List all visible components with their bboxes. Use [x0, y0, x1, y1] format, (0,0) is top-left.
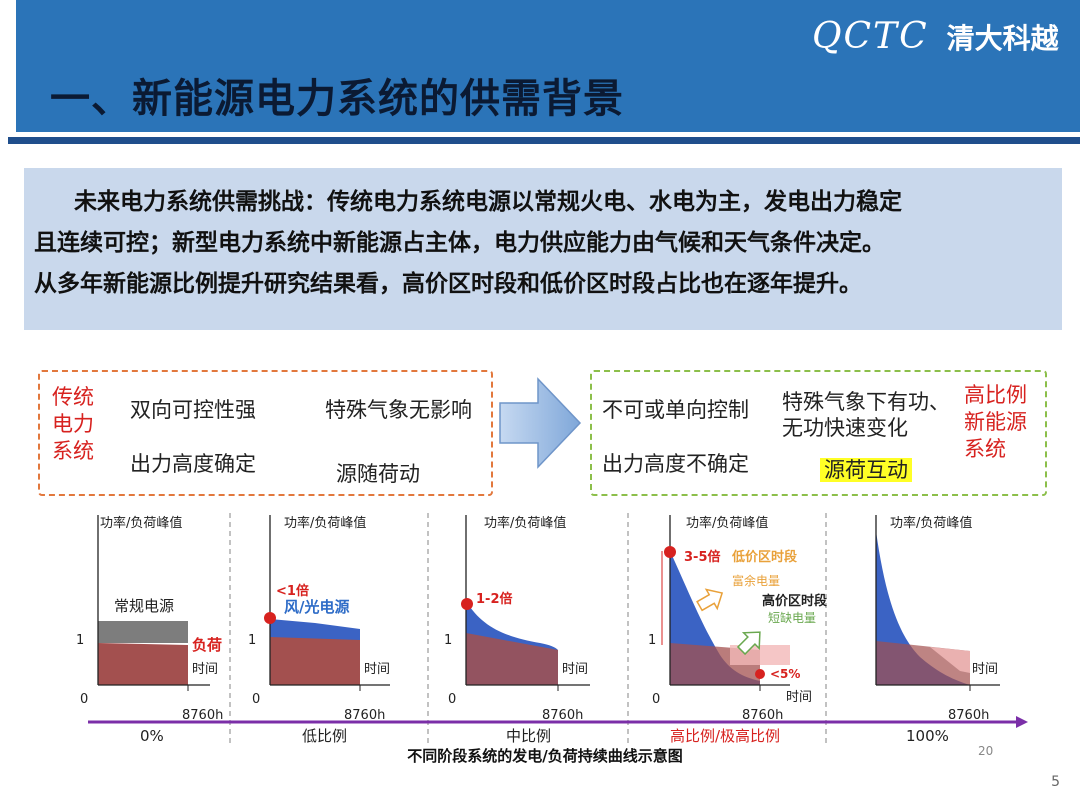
- logo-text: 清大科越: [946, 21, 1059, 55]
- new-energy-system-box: 不可或单向控制 特殊气象下有功、 无功快速变化 出力高度不确定 源荷互动 高比例…: [590, 370, 1047, 496]
- traditional-label: 传统 电力 系统: [52, 384, 94, 465]
- traditional-item-weather: 特殊气象无影响: [325, 398, 472, 422]
- y-axis-label: 功率/负荷峰值: [484, 515, 566, 531]
- shortage-area: [930, 647, 970, 673]
- shortage-energy-label: 短缺电量: [768, 610, 816, 625]
- stage-high-ratio: 功率/负荷峰值 3-5倍 低价区时段 富余电量 高价区时段 短缺电量 <5% 时…: [648, 515, 827, 745]
- stage-caption: 高比例/极高比例: [670, 727, 780, 745]
- surplus-arrow-icon: [696, 588, 724, 612]
- load-area: [98, 643, 188, 685]
- highlight-source-load: 源荷互动: [820, 458, 912, 482]
- traditional-label-line-1: 传统: [52, 385, 94, 409]
- x-end-label: 8760h: [542, 708, 583, 723]
- x-axis-label: 时间: [786, 690, 812, 705]
- x-end-label: 8760h: [344, 708, 385, 723]
- transition-arrow-icon: [498, 377, 582, 469]
- x-end-label: 8760h: [182, 708, 223, 723]
- intro-line-3: 从多年新能源比例提升研究结果看，高价区时段和低价区时段占比也在逐年提升。: [34, 271, 862, 297]
- shortage-arrow-icon: [736, 631, 761, 656]
- y-axis-label: 功率/负荷峰值: [686, 515, 768, 531]
- load-label: 负荷: [192, 636, 222, 654]
- new-item-weather-line-2: 无功快速变化: [782, 416, 908, 440]
- traditional-item-certain: 出力高度确定: [130, 452, 256, 476]
- stage-100-percent: 功率/负荷峰值 时间 8760h 100%: [875, 515, 1000, 745]
- y-tick-one: 1: [648, 633, 656, 648]
- y-tick-one: 1: [444, 633, 452, 648]
- intro-callout: 未来电力系统供需挑战：传统电力系统电源以常规火电、水电为主，发电出力稳定 且连续…: [24, 168, 1062, 330]
- logo-mark: QCTC: [812, 16, 929, 57]
- conventional-source-label: 常规电源: [114, 597, 174, 615]
- traditional-label-line-2: 电力: [52, 412, 94, 436]
- timeline-arrowhead-icon: [1016, 716, 1028, 728]
- x-axis-label: 时间: [972, 662, 998, 677]
- stage-separators: [229, 513, 827, 745]
- x-axis-label: 时间: [192, 662, 218, 677]
- new-label-line-3: 系统: [964, 437, 1006, 461]
- new-item-source-load-interaction: 源荷互动: [820, 454, 912, 484]
- y-axis-label: 功率/负荷峰值: [284, 515, 366, 531]
- figure-panel: 传统 电力 系统 双向可控性强 特殊气象无影响 出力高度确定 源随荷动 不可或单…: [30, 355, 1060, 795]
- origin-label: 0: [448, 692, 456, 707]
- new-label-line-1: 高比例: [964, 383, 1027, 407]
- load-area: [270, 637, 360, 685]
- traditional-label-line-3: 系统: [52, 439, 94, 463]
- header-divider: [8, 137, 1080, 144]
- new-system-label: 高比例 新能源 系统: [964, 382, 1027, 463]
- stage-caption: 0%: [140, 727, 164, 745]
- new-item-uncontrollable: 不可或单向控制: [602, 398, 749, 422]
- stage-low-ratio: 功率/负荷峰值 <1倍 风/光电源 时间 1 0 8760h 低比例: [248, 515, 390, 745]
- traditional-system-box: 传统 电力 系统 双向可控性强 特殊气象无影响 出力高度确定 源随荷动: [38, 370, 493, 496]
- stage-caption: 100%: [906, 727, 949, 745]
- origin-label: 0: [80, 692, 88, 707]
- renewable-source-label: 风/光电源: [284, 598, 349, 616]
- new-item-uncertain: 出力高度不确定: [602, 452, 749, 476]
- y-axis-label: 功率/负荷峰值: [890, 515, 972, 531]
- origin-label: 0: [252, 692, 260, 707]
- page-number: 5: [1051, 774, 1060, 790]
- ratio-label: 3-5倍: [684, 549, 721, 565]
- ratio-label: 1-2倍: [476, 591, 513, 607]
- high-price-period-label: 高价区时段: [762, 593, 827, 609]
- traditional-item-source-follows-load: 源随荷动: [336, 462, 420, 486]
- traditional-item-controllable: 双向可控性强: [130, 398, 256, 422]
- load-area: [466, 633, 558, 685]
- intro-line-2: 且连续可控；新型电力系统中新能源占主体，电力供应能力由气候和天气条件决定。: [34, 230, 885, 256]
- peak-marker: [264, 612, 276, 624]
- x-axis-label: 时间: [562, 662, 588, 677]
- stage-medium-ratio: 功率/负荷峰值 1-2倍 时间 1 0 8760h 中比例: [444, 515, 590, 745]
- figure-caption: 不同阶段系统的发电/负荷持续曲线示意图: [407, 747, 682, 765]
- new-item-weather-line-1: 特殊气象下有功、: [782, 390, 950, 414]
- stage-caption: 中比例: [506, 727, 551, 745]
- small-share-label: <5%: [770, 667, 800, 681]
- peak-marker: [461, 598, 473, 610]
- stage-0-percent: 功率/负荷峰值 常规电源 负荷 时间 1 0 8760h 0%: [76, 515, 223, 745]
- new-label-line-2: 新能源: [964, 410, 1027, 434]
- page-title: 一、新能源电力系统的供需背景: [50, 76, 624, 122]
- x-end-label: 8760h: [948, 708, 989, 723]
- ratio-label: <1倍: [276, 583, 309, 599]
- y-tick-one: 1: [248, 633, 256, 648]
- timeline-arrow: [88, 716, 1028, 728]
- surplus-energy-label: 富余电量: [732, 573, 780, 588]
- stage-caption: 低比例: [302, 727, 347, 745]
- origin-label: 0: [652, 692, 660, 707]
- conventional-source-area: [98, 621, 188, 643]
- low-price-period-label: 低价区时段: [731, 549, 797, 565]
- small-share-marker: [755, 669, 765, 679]
- peak-marker: [664, 546, 676, 558]
- logo: QCTC 清大科越: [812, 16, 1059, 57]
- x-axis-label: 时间: [364, 662, 390, 677]
- header-band: [16, 0, 1080, 132]
- y-axis-label: 功率/负荷峰值: [100, 515, 182, 531]
- y-tick-one: 1: [76, 633, 84, 648]
- intro-line-1: 未来电力系统供需挑战：传统电力系统电源以常规火电、水电为主，发电出力稳定: [74, 189, 902, 215]
- x-end-label: 8760h: [742, 708, 783, 723]
- duration-curves-diagram: 功率/负荷峰值 常规电源 负荷 时间 1 0 8760h 0% 功率/负荷峰值 …: [76, 513, 1028, 765]
- slide-reference: 20: [978, 744, 993, 758]
- intro-paragraph: 未来电力系统供需挑战：传统电力系统电源以常规火电、水电为主，发电出力稳定 且连续…: [34, 182, 1052, 305]
